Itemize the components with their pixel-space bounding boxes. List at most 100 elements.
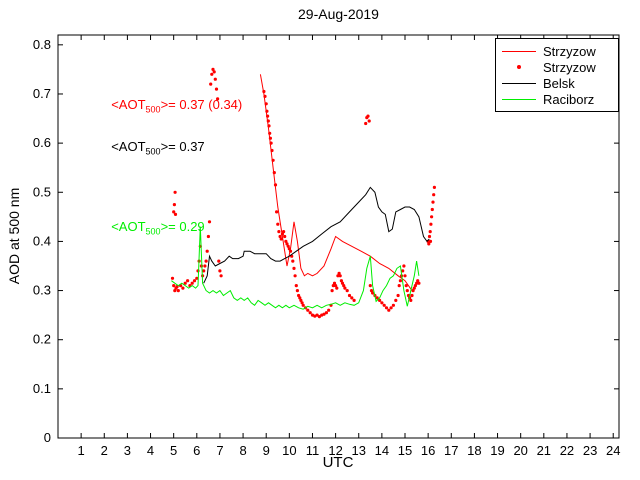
annotation-text: >= 0.37 (0.34) xyxy=(160,97,243,113)
data-point-strzyzow-points xyxy=(263,94,267,98)
legend-item-raciborz: Raciborz xyxy=(496,91,618,107)
data-point-strzyzow-points xyxy=(382,303,386,307)
x-tick-label: 17 xyxy=(444,443,458,458)
data-point-strzyzow-points xyxy=(332,281,337,285)
x-tick-label: 3 xyxy=(124,443,131,458)
data-point-strzyzow-points xyxy=(410,293,414,298)
data-point-strzyzow-points xyxy=(299,298,303,302)
y-tick-label: 0.2 xyxy=(33,332,51,347)
data-point-strzyzow-points xyxy=(330,289,334,293)
y-tick-label: 0.3 xyxy=(33,283,51,298)
data-point-strzyzow-points xyxy=(335,286,339,290)
legend-line-sample xyxy=(502,78,536,88)
data-point-strzyzow-points xyxy=(170,276,175,280)
annotation-text: <AOT xyxy=(111,97,146,113)
data-point-strzyzow-points xyxy=(409,298,413,302)
annotation-subscript: 500 xyxy=(145,104,161,115)
y-tick-label: 0.5 xyxy=(33,184,51,199)
data-point-strzyzow-points xyxy=(428,230,432,234)
x-tick-label: 18 xyxy=(467,443,481,458)
data-point-strzyzow-points xyxy=(352,298,356,302)
data-point-strzyzow-points xyxy=(173,289,177,293)
data-point-strzyzow-points xyxy=(262,89,266,94)
x-tick-label: 21 xyxy=(537,443,551,458)
x-axis-label: UTC xyxy=(322,454,354,471)
data-point-strzyzow-points xyxy=(172,284,176,288)
data-point-strzyzow-points xyxy=(380,301,384,305)
data-point-strzyzow-points xyxy=(280,232,284,236)
data-point-strzyzow-points xyxy=(287,247,291,251)
x-tick-label: 14 xyxy=(375,443,389,458)
data-point-strzyzow-points xyxy=(429,222,433,226)
data-point-strzyzow-points xyxy=(181,286,185,290)
data-point-strzyzow-points xyxy=(301,303,305,307)
data-point-strzyzow-points xyxy=(369,289,374,293)
data-point-strzyzow-points xyxy=(387,308,391,312)
data-point-strzyzow-points xyxy=(401,269,405,273)
data-point-strzyzow-points xyxy=(413,284,417,288)
data-point-strzyzow-points xyxy=(389,306,393,310)
data-point-strzyzow-points xyxy=(206,234,210,239)
data-point-strzyzow-points xyxy=(294,284,298,288)
data-point-strzyzow-points xyxy=(366,114,370,118)
data-point-strzyzow-points xyxy=(211,67,215,71)
data-point-strzyzow-points xyxy=(275,210,279,214)
data-point-strzyzow-points xyxy=(288,249,293,253)
data-point-strzyzow-points xyxy=(273,183,278,187)
line-marker-icon xyxy=(502,98,536,100)
x-tick-label: 11 xyxy=(306,443,320,458)
data-point-strzyzow-points xyxy=(337,271,341,275)
annotation-text: <AOT xyxy=(111,218,146,234)
data-point-strzyzow-points xyxy=(219,274,223,278)
data-point-strzyzow-points xyxy=(415,281,419,285)
data-point-strzyzow-points xyxy=(286,244,290,248)
data-point-strzyzow-points xyxy=(397,284,401,288)
data-point-strzyzow-points xyxy=(176,289,180,293)
x-tick-label: 1 xyxy=(78,443,85,458)
data-point-strzyzow-points xyxy=(322,312,326,316)
data-point-strzyzow-points xyxy=(338,274,342,278)
data-point-strzyzow-points xyxy=(272,171,276,175)
legend-line-sample xyxy=(502,46,536,56)
data-point-strzyzow-points xyxy=(218,269,222,273)
data-point-strzyzow-points xyxy=(285,242,289,246)
data-point-strzyzow-points xyxy=(282,230,286,234)
data-point-strzyzow-points xyxy=(345,289,349,293)
x-tick-label: 19 xyxy=(490,443,504,458)
data-point-strzyzow-points xyxy=(339,279,343,283)
data-point-strzyzow-points xyxy=(192,279,197,283)
data-point-strzyzow-points xyxy=(295,289,299,293)
legend-label: Raciborz xyxy=(543,91,595,107)
data-point-strzyzow-points xyxy=(384,306,389,310)
data-point-strzyzow-points xyxy=(431,200,435,204)
data-point-strzyzow-points xyxy=(428,239,433,243)
annotation-strzyzow-mean: <AOT500>= 0.37 (0.34) xyxy=(111,97,242,115)
data-point-strzyzow-points xyxy=(430,215,434,219)
y-tick-label: 0.1 xyxy=(33,381,51,396)
x-tick-label: 2 xyxy=(101,443,108,458)
data-point-strzyzow-points xyxy=(340,281,345,285)
plot-box xyxy=(57,34,620,439)
data-point-strzyzow-points xyxy=(371,291,375,295)
data-point-strzyzow-points xyxy=(315,313,319,317)
data-point-strzyzow-points xyxy=(308,311,312,315)
legend-item-strzyzow-line: Strzyzow xyxy=(496,43,618,59)
data-point-strzyzow-points xyxy=(367,119,371,123)
legend: Strzyzow Strzyzow Belsk Raciborz xyxy=(495,38,619,112)
annotation-text: >= 0.29 xyxy=(160,218,205,234)
annotation-text: <AOT xyxy=(111,139,146,155)
data-point-strzyzow-points xyxy=(276,222,280,226)
legend-item-belsk: Belsk xyxy=(496,75,618,91)
data-point-strzyzow-points xyxy=(291,259,295,263)
x-tick-label: 13 xyxy=(352,443,366,458)
series-raciborz xyxy=(171,226,420,310)
data-point-strzyzow-points xyxy=(317,315,321,319)
chart-title: 29-Aug-2019 xyxy=(298,6,379,22)
data-point-strzyzow-points xyxy=(207,220,212,224)
data-point-strzyzow-points xyxy=(183,281,187,285)
data-point-strzyzow-points xyxy=(417,281,421,285)
y-tick-label: 0.7 xyxy=(33,86,51,101)
data-point-strzyzow-points xyxy=(364,121,368,126)
